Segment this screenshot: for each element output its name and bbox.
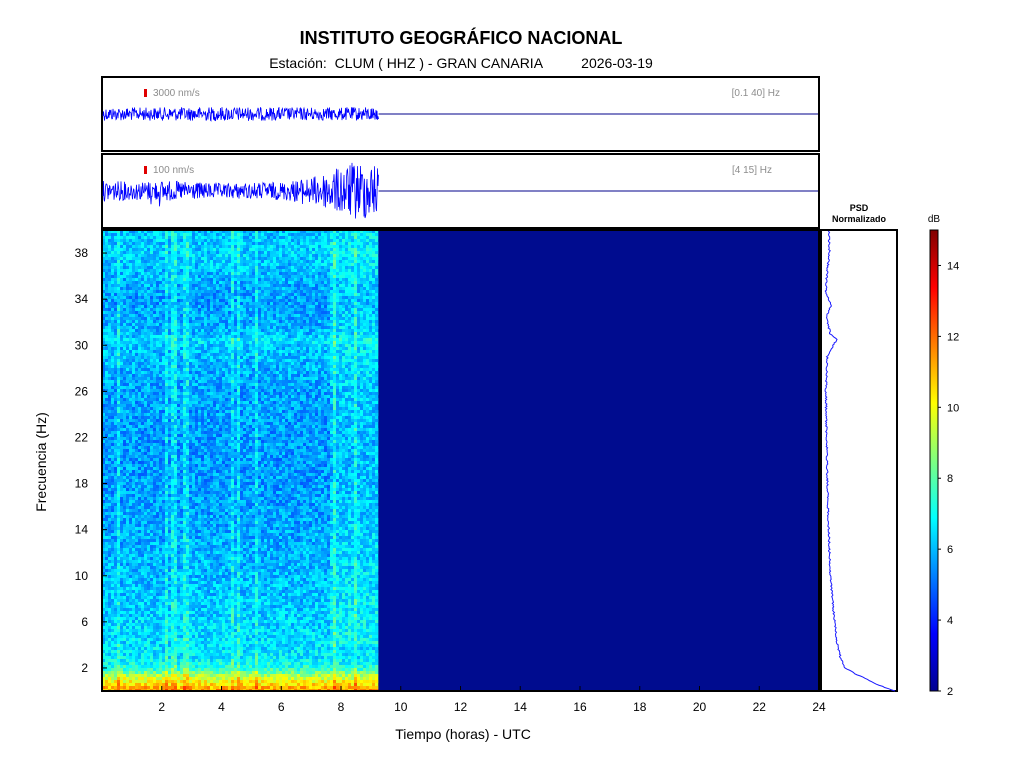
colorbar-tick-label: 4 [947,615,953,627]
colorbar: dB 2 4 6 8 10 12 14 [928,214,959,698]
trace-panel-broadband: 3000 nm/s [0.1 40] Hz [101,76,820,152]
x-tick-label: 2 [158,700,165,714]
x-tick-label: 4 [218,700,225,714]
filter-label-filtered: [4 15] Hz [732,165,772,176]
x-tick-label: 14 [514,700,528,714]
scale-label-broadband: 3000 nm/s [153,88,200,99]
station-date: 2026-03-19 [581,55,653,71]
colorbar-tick-label: 8 [947,473,953,485]
trace-panel-filtered: 100 nm/s [4 15] Hz [101,153,820,229]
trace-broadband-waveform [102,106,379,122]
y-tick-label: 38 [75,246,89,260]
filter-label-broadband: [0.1 40] Hz [732,88,780,99]
spectrogram-cells [102,230,379,691]
x-tick-label: 10 [394,700,408,714]
x-tick-label: 8 [338,700,345,714]
colorbar-tick-label: 2 [947,686,953,698]
psd-title: PSD Normalizado [832,203,887,224]
colorbar-tick-label: 6 [947,544,953,556]
y-tick-label: 18 [75,477,89,491]
psd-frame [820,229,898,692]
y-tick-label: 6 [81,615,88,629]
colorbar-gradient [929,229,939,692]
y-axis-title: Frecuencia (Hz) [33,412,49,512]
station-name: CLUM ( HHZ ) - GRAN CANARIA [334,55,543,71]
psd-panel: PSD Normalizado [820,203,898,692]
x-tick-label: 20 [693,700,707,714]
y-tick-label: 30 [75,338,89,352]
page-title: INSTITUTO GEOGRÁFICO NACIONAL [299,28,623,48]
colorbar-label: dB [928,214,941,225]
x-tick-label: 22 [753,700,767,714]
x-tick-label: 16 [573,700,587,714]
y-tick-label: 14 [75,523,89,537]
colorbar-tick-label: 12 [947,331,959,343]
y-tick-label: 34 [75,292,89,306]
psd-curve [824,230,896,692]
spectrogram-panel: 2 4 6 8 10 12 14 16 18 20 22 24 261014182226303438 … [33,229,826,742]
colorbar-tick-label: 10 [947,402,959,414]
scale-marker-broadband [144,89,147,97]
colorbar-tick-label: 14 [947,260,959,272]
x-tick-label: 12 [454,700,468,714]
y-tick-label: 2 [81,661,88,675]
x-axis-title: Tiempo (horas) - UTC [395,726,531,742]
y-tick-label: 22 [75,430,89,444]
x-tick-label: 6 [278,700,285,714]
station-label: Estación: [269,55,327,71]
scale-marker-filtered [144,166,147,174]
scale-label-filtered: 100 nm/s [153,165,194,176]
station-subtitle: Estación: CLUM ( HHZ ) - GRAN CANARIA 20… [0,55,922,71]
x-tick-label: 24 [812,700,826,714]
trace-filtered-waveform [102,162,379,219]
y-tick-label: 10 [75,569,89,583]
x-tick-label: 18 [633,700,647,714]
y-tick-label: 26 [75,384,89,398]
